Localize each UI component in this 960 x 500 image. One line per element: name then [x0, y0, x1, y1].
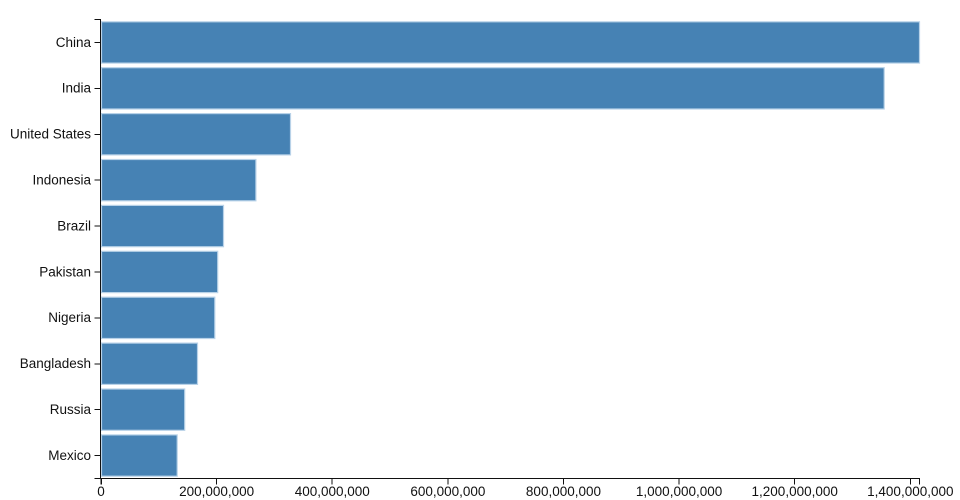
bar-bangladesh [100, 342, 199, 386]
bar-china [100, 21, 921, 64]
y-tick-label-russia: Russia [50, 402, 92, 417]
x-tick-label-400-000-000: 400,000,000 [295, 484, 370, 499]
y-tick-label-brazil: Brazil [57, 218, 91, 233]
x-tick-label-0: 0 [97, 484, 105, 499]
bar-india [100, 67, 885, 110]
x-tick-label-1-000-000-000: 1,000,000,000 [636, 484, 722, 499]
y-tick-label-united-states: United States [10, 127, 91, 142]
x-tick-label-800-000-000: 800,000,000 [526, 484, 601, 499]
bar-mexico [100, 434, 178, 477]
y-axis: China India United States Indonesia Brazil Pa… [10, 19, 101, 479]
bar-indonesia [100, 158, 257, 202]
y-tick-label-india: India [62, 81, 92, 96]
y-tick-label-china: China [56, 35, 92, 50]
y-axis-domain [94, 19, 101, 479]
bar-russia [100, 388, 186, 431]
bars-group [100, 21, 921, 477]
x-tick-label-200-000-000: 200,000,000 [179, 484, 254, 499]
y-tick-label-bangladesh: Bangladesh [20, 356, 91, 371]
x-tick-label-1-400-000-000: 1,400,000,000 [867, 484, 953, 499]
y-tick-label-mexico: Mexico [48, 448, 91, 463]
bar-pakistan [100, 250, 219, 294]
bar-brazil [100, 204, 225, 248]
x-tick-label-600-000-000: 600,000,000 [410, 484, 485, 499]
bar-united-states [100, 112, 292, 156]
y-tick-label-nigeria: Nigeria [48, 310, 91, 325]
y-tick-label-pakistan: Pakistan [39, 264, 91, 279]
x-axis: 0 200,000,000 400,000,000 600,000,000 800,00… [97, 478, 954, 499]
bar-nigeria [100, 296, 216, 340]
x-tick-label-1-200-000-000: 1,200,000,000 [752, 484, 838, 499]
y-tick-label-indonesia: Indonesia [32, 172, 91, 187]
